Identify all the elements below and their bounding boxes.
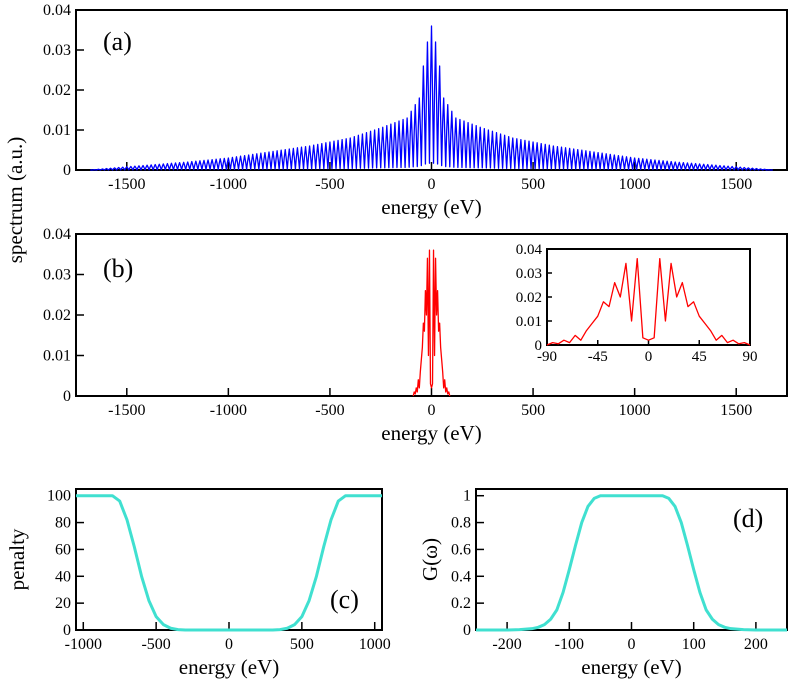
panel-a-xtick-label: -500 [315, 176, 344, 193]
inset-background [547, 249, 750, 345]
panel-a-series-line [90, 25, 773, 171]
panel-b-xtick-label: -1000 [210, 402, 247, 419]
panel-d-xtick-label: 200 [744, 636, 768, 653]
inset-xtick-label: 0 [645, 349, 653, 365]
panel-c-ytick-label: 0 [63, 622, 71, 639]
inset-ytick-label: 0.01 [516, 314, 542, 330]
panel-d-ytick-label: 0.6 [451, 541, 471, 558]
inset-series-line [546, 257, 751, 346]
inset-xtick-label: 45 [692, 349, 707, 365]
panel-c-ytick-label: 20 [55, 595, 71, 612]
panel-a-xlabel: energy (eV) [381, 195, 481, 219]
panel-b-ytick-label: 0.02 [43, 307, 71, 324]
panel-b-ytick-label: 0.03 [43, 267, 71, 284]
panel-b-xtick-label: 500 [521, 402, 545, 419]
shared-ylabel: spectrum (a.u.) [3, 137, 27, 264]
panel-b-xlabel: energy (eV) [381, 421, 481, 445]
inset-xtick-label: -90 [537, 349, 557, 365]
panel-d-series-line [476, 494, 787, 632]
panel-a-ytick-label: 0.04 [43, 2, 71, 19]
panel-b-xtick-label: 1500 [720, 402, 752, 419]
panel-b-series-line [412, 249, 451, 397]
panel-d-ytick-label: 0.4 [451, 568, 471, 585]
panel-c-ytick-label: 40 [55, 568, 71, 585]
panel-b-ytick-label: 0.01 [43, 348, 71, 365]
panel-d-ylabel: G(ω) [418, 538, 442, 581]
panel-d-xtick-label: 0 [628, 636, 636, 653]
panel-b-xtick-label: -500 [315, 402, 344, 419]
panel-d-xtick-label: -200 [492, 636, 521, 653]
panel-b-xtick-label: -1500 [108, 402, 145, 419]
panel-c-ylabel: penalty [5, 528, 29, 590]
panel-d-ytick-label: 1 [463, 488, 471, 505]
panel-a-ytick-label: 0.03 [43, 42, 71, 59]
panel-c-series-line [76, 494, 382, 632]
inset-xtick-label: -45 [588, 349, 608, 365]
panel-c-ytick-label: 60 [55, 541, 71, 558]
panel-a-ytick-label: 0 [63, 162, 71, 179]
inset-ytick-label: 0.04 [516, 242, 543, 258]
panel-c-xlabel: energy (eV) [179, 655, 279, 679]
panel-c-xtick-label: 500 [290, 636, 314, 653]
panel-a-xtick-label: -1000 [210, 176, 247, 193]
panel-c-xtick-label: 0 [225, 636, 233, 653]
panel-a-xtick-label: 1000 [619, 176, 651, 193]
inset-ytick-label: 0.03 [516, 266, 542, 282]
panel-d-ytick-label: 0.2 [451, 595, 471, 612]
panel-b-ytick-label: 0.04 [43, 226, 71, 243]
panel-c-xtick-label: 1000 [359, 636, 391, 653]
panel-d-xtick-label: 100 [682, 636, 706, 653]
panel-b-xtick-label: 1000 [619, 402, 651, 419]
inset-ytick-label: 0 [535, 338, 543, 354]
panel-a-label: (a) [103, 27, 132, 56]
panel-a-xtick-label: -1500 [108, 176, 145, 193]
panel-d-ytick-label: 0 [463, 622, 471, 639]
panel-d-label: (d) [733, 504, 763, 533]
panel-b-xtick-label: 0 [428, 402, 436, 419]
panel-b-ytick-label: 0 [63, 388, 71, 405]
panel-a-xtick-label: 0 [428, 176, 436, 193]
panel-c-xtick-label: -500 [141, 636, 170, 653]
panel-a-ytick-label: 0.01 [43, 122, 71, 139]
panel-a-xtick-label: 500 [521, 176, 545, 193]
panel-c-label: (c) [330, 585, 359, 614]
panel-a-xtick-label: 1500 [720, 176, 752, 193]
panel-b-label: (b) [103, 254, 133, 283]
inset-xtick-label: 90 [743, 349, 758, 365]
panel-d-xtick-label: -100 [555, 636, 584, 653]
panel-c-ytick-label: 100 [47, 488, 71, 505]
panel-d-xlabel: energy (eV) [581, 655, 681, 679]
panel-c-ytick-label: 80 [55, 515, 71, 532]
panel-a-ytick-label: 0.02 [43, 82, 71, 99]
inset-ytick-label: 0.02 [516, 290, 542, 306]
panel-c-xtick-label: -1000 [65, 636, 102, 653]
panel-d-ytick-label: 0.8 [451, 515, 471, 532]
